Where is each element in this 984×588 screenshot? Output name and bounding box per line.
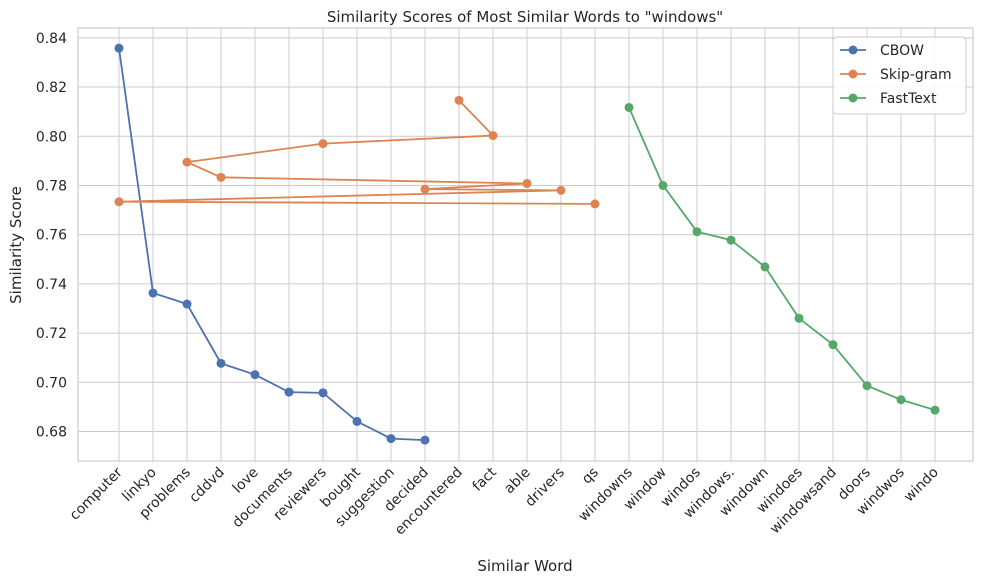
legend-box xyxy=(832,36,967,115)
series-line xyxy=(118,48,426,441)
legend-label: CBOW xyxy=(880,43,924,59)
data-point xyxy=(794,313,804,323)
data-point xyxy=(250,370,260,380)
legend-swatch-marker xyxy=(848,93,858,103)
data-point xyxy=(658,180,668,190)
data-point xyxy=(148,288,158,298)
data-point xyxy=(590,199,600,209)
data-point xyxy=(182,157,192,167)
data-point xyxy=(896,395,906,405)
legend: CBOW Skip-gram FastText xyxy=(832,36,967,115)
data-point xyxy=(828,340,838,350)
x-tick-label: fact xyxy=(470,464,501,495)
data-point xyxy=(454,95,464,105)
data-point xyxy=(522,178,532,188)
data-point xyxy=(352,416,362,426)
data-point xyxy=(182,299,192,309)
x-tick-label: computer xyxy=(67,464,126,523)
data-point xyxy=(624,102,634,112)
x-tick-label: cddvd xyxy=(186,465,227,506)
y-tick-label: 0.84 xyxy=(36,31,67,47)
legend-label: Skip-gram xyxy=(880,67,952,83)
plot-frame xyxy=(77,27,974,462)
data-point xyxy=(726,235,736,245)
y-tick-label: 0.80 xyxy=(36,129,67,145)
data-point xyxy=(488,131,498,141)
data-point xyxy=(556,185,566,195)
data-point xyxy=(284,387,294,397)
series-skip-gram xyxy=(114,95,600,209)
data-point xyxy=(216,172,226,182)
data-point xyxy=(760,262,770,272)
legend-swatch-marker xyxy=(848,69,858,79)
x-tick-label: qs xyxy=(579,465,602,488)
legend-label: FastText xyxy=(880,91,937,107)
y-tick-label: 0.82 xyxy=(36,80,67,96)
series-fasttext xyxy=(624,102,940,415)
data-point xyxy=(420,435,430,445)
x-axis-label: Similar Word xyxy=(477,557,572,575)
y-axis-label: Similarity Score xyxy=(7,186,25,304)
y-tick-label: 0.78 xyxy=(36,178,67,194)
data-point xyxy=(318,139,328,149)
y-tick-label: 0.72 xyxy=(36,326,67,342)
data-point xyxy=(930,405,940,415)
y-tick-label: 0.70 xyxy=(36,375,67,391)
series-line xyxy=(628,107,936,411)
data-point xyxy=(386,434,396,444)
legend-swatch-marker xyxy=(848,45,858,55)
data-point xyxy=(318,388,328,398)
x-tick-label: windo xyxy=(901,465,942,506)
data-point xyxy=(420,184,430,194)
data-point xyxy=(862,381,872,391)
data-point xyxy=(114,43,124,53)
y-tick-label: 0.68 xyxy=(36,424,67,440)
data-point xyxy=(216,358,226,368)
series-cbow xyxy=(114,43,430,445)
y-tick-labels: 0.68 0.70 0.72 0.74 0.76 0.78 0.80 0.82 0.84 xyxy=(36,31,67,441)
data-point xyxy=(692,227,702,237)
y-tick-label: 0.76 xyxy=(36,228,67,244)
series-line xyxy=(118,99,596,205)
series-layer xyxy=(114,43,940,445)
chart-title: Similarity Scores of Most Similar Words … xyxy=(327,8,723,26)
y-tick-label: 0.74 xyxy=(36,277,67,293)
data-point xyxy=(114,197,124,207)
